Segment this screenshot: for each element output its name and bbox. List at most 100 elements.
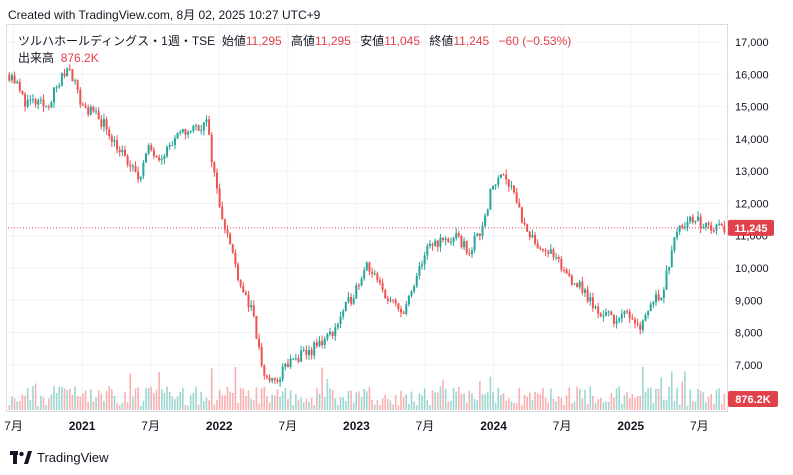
candle-body	[676, 231, 679, 238]
volume-bar	[605, 401, 607, 410]
volume-bar	[652, 403, 655, 410]
tradingview-footer[interactable]: TradingView	[10, 450, 109, 465]
volume-bar	[171, 396, 174, 410]
candle-body	[323, 338, 326, 346]
volume-bar	[229, 391, 231, 410]
candle-body	[402, 312, 405, 314]
created-with-text: Created with TradingView.com, 8月 02, 202…	[8, 8, 321, 22]
volume-bar	[205, 397, 208, 410]
volume-bar	[649, 387, 652, 410]
volume-bar	[182, 387, 184, 410]
candle-body	[294, 358, 297, 360]
candle-body	[334, 327, 337, 336]
volume-bar	[84, 390, 87, 410]
volume-bar	[126, 402, 129, 410]
candle-body	[386, 298, 389, 301]
volume-bar	[87, 402, 89, 410]
volume-bar	[132, 396, 134, 410]
candle-body	[623, 311, 626, 314]
candle-body	[116, 140, 119, 150]
volume-bar	[97, 390, 100, 410]
candle-body	[242, 285, 245, 293]
candle-body	[536, 243, 539, 248]
volume-label: 出来高	[18, 51, 55, 65]
volume-bar	[29, 400, 32, 410]
volume-bar	[694, 401, 697, 410]
candle-body	[63, 73, 66, 77]
volume-bar	[37, 405, 40, 410]
volume-bar	[423, 388, 426, 410]
volume-bar	[529, 392, 531, 410]
candle-body	[644, 315, 647, 321]
volume-bar	[476, 400, 479, 410]
candle-body	[60, 73, 63, 86]
candle-body	[584, 289, 587, 293]
volume-bar	[668, 387, 670, 410]
candle-body	[683, 226, 686, 228]
candle-body	[457, 233, 460, 237]
volume-bar	[563, 404, 565, 410]
volume-bar	[628, 398, 631, 410]
close-value: 11,245	[453, 34, 490, 48]
candle-body	[473, 236, 476, 251]
candle-body	[565, 269, 568, 274]
close-label: 終値	[429, 34, 454, 48]
candle-body	[534, 235, 537, 244]
candle-body	[426, 245, 429, 256]
candle-body	[168, 145, 171, 147]
candle-body	[704, 222, 707, 228]
candle-body	[591, 297, 594, 309]
candle-body	[589, 297, 592, 302]
candle-body	[18, 81, 21, 91]
candle-body	[428, 243, 431, 246]
volume-bar	[534, 391, 536, 410]
volume-bar	[555, 401, 557, 410]
candle-body	[415, 275, 418, 287]
volume-bar	[42, 397, 45, 410]
volume-bar	[295, 394, 297, 410]
volume-bar	[586, 403, 589, 410]
y-tick-label: 14,000	[735, 134, 769, 146]
volume-bar	[203, 401, 205, 410]
candle-body	[389, 299, 392, 301]
volume-bar	[134, 388, 137, 410]
candle-body	[218, 188, 221, 207]
volume-bar	[302, 402, 305, 410]
volume-bar	[142, 400, 145, 410]
candle-body	[292, 358, 295, 360]
chart-frame	[6, 24, 728, 412]
volume-bar	[95, 397, 97, 410]
volume-bar	[255, 387, 258, 410]
candle-body	[628, 311, 631, 319]
volume-bar	[507, 398, 510, 410]
volume-bar	[184, 404, 187, 410]
y-tick-label: 15,000	[735, 102, 769, 114]
candle-body	[286, 363, 289, 367]
candle-body	[205, 119, 208, 123]
volume-bar	[197, 404, 200, 410]
volume-value: 876.2K	[60, 51, 99, 65]
candle-body	[531, 235, 534, 238]
volume-bar	[166, 386, 168, 410]
volume-bar	[76, 396, 79, 410]
volume-bar	[621, 404, 623, 410]
x-tick-label: 2023	[343, 419, 370, 433]
volume-bar	[418, 393, 421, 410]
volume-bar	[486, 392, 489, 410]
volume-bar	[271, 394, 273, 410]
candle-body	[484, 215, 487, 226]
volume-bar	[394, 395, 397, 410]
volume-bar	[720, 403, 723, 410]
candle-body	[179, 132, 182, 134]
chart-legend: ツルハホールディングス・1週・TSE 始値11,295 高値11,295 安値1…	[18, 33, 577, 67]
volume-bar	[473, 399, 476, 410]
candle-body	[300, 350, 303, 362]
candle-body	[560, 258, 563, 270]
candle-body	[74, 80, 77, 82]
candle-body	[418, 266, 421, 276]
volume-bar	[226, 386, 229, 410]
volume-bar	[337, 404, 339, 410]
volume-bar	[678, 404, 681, 410]
volume-bar	[247, 390, 250, 410]
